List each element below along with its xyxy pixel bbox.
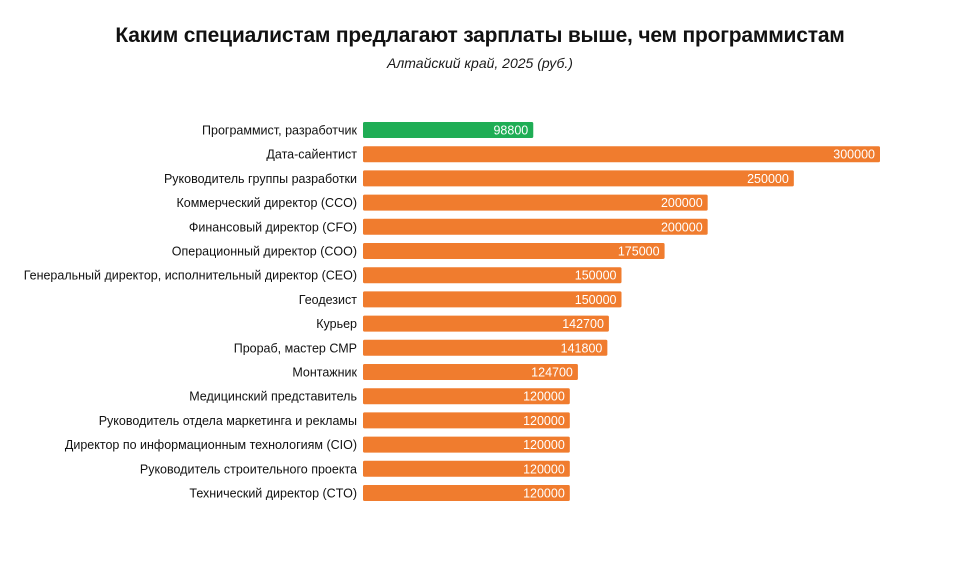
category-label: Медицинский представитель	[189, 390, 357, 404]
data-label: 120000	[523, 487, 565, 501]
bar	[363, 194, 708, 211]
category-label: Директор по информационным технологиям (…	[65, 438, 357, 452]
data-label: 120000	[523, 390, 565, 404]
category-label: Геодезист	[299, 293, 357, 307]
bar	[363, 122, 534, 138]
bar	[363, 315, 609, 332]
data-label: 120000	[523, 462, 565, 476]
data-label: 150000	[575, 269, 617, 283]
data-label: 141800	[561, 341, 603, 355]
bar	[363, 485, 570, 501]
chart-title: Каким специалистам предлагают зарплаты в…	[115, 24, 845, 47]
bar	[363, 243, 665, 259]
bar	[363, 436, 570, 453]
data-label: 124700	[531, 366, 573, 380]
category-label: Руководитель группы разработки	[164, 172, 357, 186]
bar	[363, 267, 622, 284]
bar	[363, 460, 570, 477]
chart-subtitle: Алтайский край, 2025 (руб.)	[387, 55, 573, 71]
bar	[363, 218, 708, 235]
data-label: 120000	[523, 438, 565, 452]
category-label: Руководитель отдела маркетинга и рекламы	[99, 414, 357, 428]
category-label: Дата-сайентист	[266, 148, 357, 162]
bar	[363, 146, 880, 163]
data-label: 175000	[618, 245, 660, 259]
bar	[363, 291, 622, 308]
data-label: 200000	[661, 220, 703, 234]
category-label: Прораб, мастер СМР	[234, 341, 357, 355]
category-label: Операционный директор (COO)	[172, 245, 357, 259]
category-label: Технический директор (CTO)	[189, 487, 357, 501]
category-label: Монтажник	[292, 366, 357, 380]
data-label: 150000	[575, 293, 617, 307]
category-label: Финансовый директор (CFO)	[189, 220, 357, 234]
category-label: Курьер	[316, 317, 357, 331]
bar	[363, 388, 570, 405]
category-label: Программист, разработчик	[202, 124, 358, 138]
bar	[363, 170, 794, 187]
category-label: Руководитель строительного проекта	[140, 462, 357, 476]
data-label: 250000	[747, 172, 789, 186]
category-label: Генеральный директор, исполнительный дир…	[24, 269, 357, 283]
data-label: 300000	[833, 148, 875, 162]
data-label: 142700	[562, 317, 604, 331]
bar	[363, 339, 608, 356]
data-label: 98800	[493, 124, 528, 138]
bar	[363, 412, 570, 429]
data-label: 200000	[661, 196, 703, 210]
category-label: Коммерческий директор (CCO)	[176, 196, 357, 210]
data-label: 120000	[523, 414, 565, 428]
bar	[363, 364, 578, 380]
